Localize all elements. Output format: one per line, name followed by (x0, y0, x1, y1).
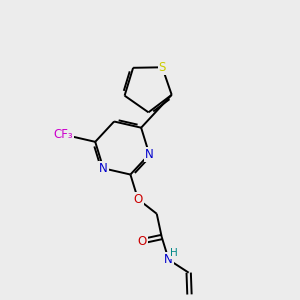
Text: O: O (138, 235, 147, 248)
Text: S: S (158, 61, 166, 74)
Text: O: O (134, 193, 142, 206)
Text: CF₃: CF₃ (53, 128, 73, 141)
Text: N: N (99, 162, 108, 175)
Text: N: N (145, 148, 154, 161)
Text: H: H (170, 248, 178, 258)
Text: N: N (164, 253, 173, 266)
